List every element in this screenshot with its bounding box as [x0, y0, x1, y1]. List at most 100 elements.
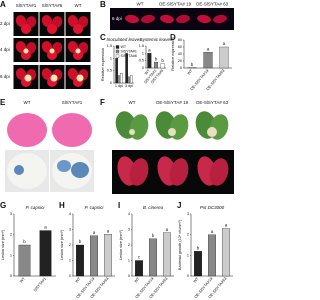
significance-letter: a [166, 227, 169, 232]
bar [115, 58, 118, 84]
leaf [71, 162, 89, 178]
y-axis-label: Bacterial growth (10⁴ cfu/cm²) [178, 219, 182, 270]
leaf [73, 24, 83, 34]
leaf [209, 158, 229, 186]
bar [130, 75, 133, 84]
significance-letter: b [79, 239, 82, 244]
y-axis-label: Lesion size (mm²) [60, 229, 64, 260]
bar [18, 244, 31, 277]
significance-letter: b [197, 245, 200, 250]
panel-label: I [118, 201, 120, 210]
leaf [67, 68, 79, 80]
panel-label: B [100, 0, 106, 9]
row-label: 4 dpi [0, 47, 10, 52]
leaf [141, 14, 155, 24]
leaf [129, 129, 135, 135]
y-tick-label: 4 [128, 212, 130, 216]
leaf [160, 14, 174, 24]
column-label: OE-SlSYTA# 63 [196, 2, 229, 7]
y-axis-label: Lesion size (mm²) [1, 229, 5, 260]
y-tick-label: 0 [142, 66, 144, 70]
legend-swatch [115, 49, 120, 54]
bar [39, 230, 52, 277]
significance-letter: c [138, 255, 141, 260]
y-tick-label: 1.5 [107, 44, 112, 48]
legend-swatch [115, 45, 120, 49]
chart-title: Systemic leaves [140, 37, 173, 42]
x-tick-label: WT [19, 276, 26, 284]
significance-letter: a [207, 46, 210, 51]
chart-title: B. cinerea [143, 205, 164, 210]
leaf [176, 14, 190, 24]
chart-title: P. capsici [26, 205, 46, 210]
column-label: WT [24, 100, 31, 105]
leaf [76, 74, 84, 82]
row-label: 2 dpi [0, 21, 10, 26]
y-tick-label: 20 [178, 59, 182, 63]
bar [120, 72, 123, 84]
bar [207, 234, 216, 277]
leaf [75, 48, 81, 54]
x-tick-label: WT [134, 276, 141, 284]
y-tick-label: 0 [10, 274, 12, 278]
leaf [52, 113, 92, 147]
chart-title: P. capsici [85, 205, 105, 210]
x-tick-label: 3 dpi [125, 84, 133, 88]
leaf [21, 24, 31, 34]
column-label: WT [137, 2, 144, 7]
legend-swatch [115, 54, 120, 58]
y-tick-label: 2 [187, 233, 189, 237]
column-label: WT [75, 3, 82, 8]
leaf [41, 15, 53, 27]
y-tick-label: 0 [110, 81, 112, 85]
y-tick-label: 0.5 [107, 69, 112, 73]
bar [193, 251, 202, 277]
y-tick-label: 1.5 [139, 44, 144, 48]
leaf [50, 74, 58, 82]
leaf [7, 113, 47, 147]
leaf [129, 158, 149, 186]
leaf [169, 158, 189, 186]
panel-label: G [0, 201, 6, 210]
y-tick-label: 4 [69, 212, 71, 216]
leaf [67, 15, 79, 27]
y-tick-label: 3 [187, 212, 189, 216]
bar [147, 53, 152, 69]
leaf [213, 14, 227, 24]
column-label: OE-SlSYTA# 19 [159, 2, 192, 7]
y-tick-label: 1 [110, 56, 112, 60]
significance-letter: b [23, 239, 26, 244]
bar [127, 76, 131, 84]
bar [125, 53, 128, 84]
row-label: 6 dpi [112, 16, 122, 21]
chart-title: Inoculated leaves [106, 37, 142, 42]
x-tick-label: WT [193, 276, 200, 284]
bar [160, 63, 165, 69]
column-label: OE-SlSYTA# 63 [196, 100, 229, 105]
bar [76, 244, 85, 277]
y-tick-label: 0 [187, 274, 189, 278]
significance-letter: a [148, 48, 151, 53]
y-tick-label: 0.5 [139, 59, 144, 63]
leaf [21, 50, 31, 60]
column-label: WT [129, 100, 136, 105]
y-tick-label: 60 [178, 45, 182, 49]
bar [117, 75, 121, 84]
significance-letter: a [44, 225, 47, 230]
column-label: OE-SlSYTA# 19 [156, 100, 189, 105]
x-tick-label: WT [75, 276, 82, 284]
y-tick-label: 3 [128, 228, 130, 232]
bar [203, 52, 213, 69]
significance-letter: a [223, 41, 226, 46]
leaf [47, 24, 57, 34]
bar [154, 61, 158, 69]
y-tick-label: 2 [10, 233, 12, 237]
y-tick-label: 1 [10, 253, 12, 257]
significance-letter: a [225, 223, 228, 228]
y-axis-label: Relative expression [101, 48, 105, 81]
panel-label: C [100, 33, 106, 42]
leaf [168, 128, 176, 136]
y-tick-label: 1 [142, 51, 144, 55]
